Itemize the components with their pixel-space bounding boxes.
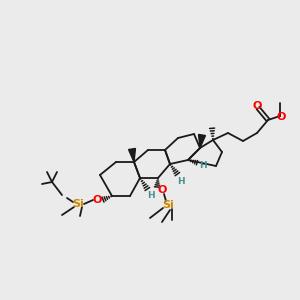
Text: O: O	[276, 112, 286, 122]
Text: H: H	[177, 176, 185, 185]
Text: Si: Si	[72, 199, 84, 209]
Polygon shape	[128, 148, 136, 162]
Polygon shape	[199, 134, 206, 148]
Text: O: O	[157, 185, 167, 195]
Text: Si: Si	[162, 200, 174, 210]
Text: H: H	[147, 190, 155, 200]
Text: H: H	[199, 160, 207, 169]
Text: O: O	[92, 195, 102, 205]
Text: O: O	[252, 101, 262, 111]
